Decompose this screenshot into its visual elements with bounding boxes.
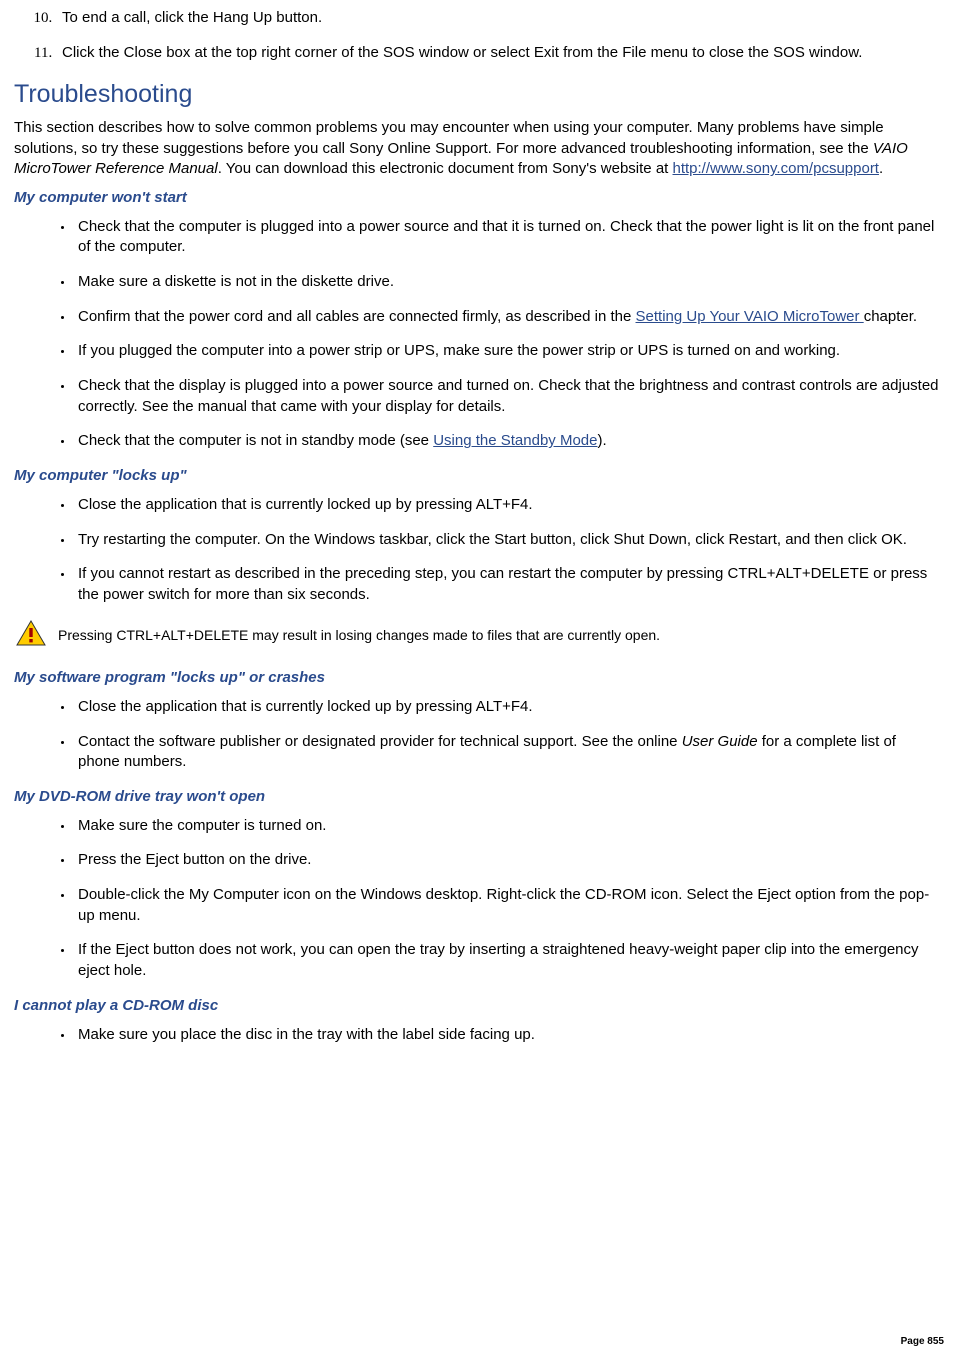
list-item: If you plugged the computer into a power… bbox=[74, 341, 940, 362]
inline-link[interactable]: Setting Up Your VAIO MicroTower bbox=[636, 308, 864, 325]
warning-note: Pressing CTRL+ALT+DELETE may result in l… bbox=[16, 620, 940, 653]
sub-heading: I cannot play a CD-ROM disc bbox=[14, 996, 940, 1017]
list-item-italic: User Guide bbox=[682, 733, 758, 750]
bullet-list: Make sure you place the disc in the tray… bbox=[14, 1025, 940, 1046]
list-item: Double-click the My Computer icon on the… bbox=[74, 885, 940, 926]
list-item-text: Check that the computer is not in standb… bbox=[78, 432, 433, 449]
list-item: Check that the display is plugged into a… bbox=[74, 376, 940, 417]
intro-text-pre: This section describes how to solve comm… bbox=[14, 119, 884, 157]
list-item: Press the Eject button on the drive. bbox=[74, 850, 940, 871]
sub-heading: My software program "locks up" or crashe… bbox=[14, 668, 940, 689]
intro-text-post: . bbox=[879, 160, 883, 177]
list-item: If the Eject button does not work, you c… bbox=[74, 940, 940, 981]
list-item-text: ). bbox=[597, 432, 606, 449]
sub-heading: My computer won't start bbox=[14, 188, 940, 209]
numbered-steps: To end a call, click the Hang Up button.… bbox=[14, 8, 940, 63]
section-heading: Troubleshooting bbox=[14, 77, 940, 112]
bullet-list: Check that the computer is plugged into … bbox=[14, 217, 940, 453]
section-intro: This section describes how to solve comm… bbox=[14, 118, 940, 180]
bullet-list: Close the application that is currently … bbox=[14, 697, 940, 773]
bullet-list: Close the application that is currently … bbox=[14, 495, 940, 606]
troubleshooting-groups: My computer won't start Check that the co… bbox=[14, 188, 940, 1045]
intro-link[interactable]: http://www.sony.com/pcsupport bbox=[673, 160, 879, 177]
list-item: Confirm that the power cord and all cabl… bbox=[74, 307, 940, 328]
list-item-text: Contact the software publisher or design… bbox=[78, 733, 682, 750]
document-page: To end a call, click the Hang Up button.… bbox=[0, 0, 954, 1079]
list-item: Check that the computer is plugged into … bbox=[74, 217, 940, 258]
sub-heading: My DVD-ROM drive tray won't open bbox=[14, 787, 940, 808]
numbered-step: Click the Close box at the top right cor… bbox=[56, 43, 940, 64]
list-item: Close the application that is currently … bbox=[74, 495, 940, 516]
intro-text-mid: . You can download this electronic docum… bbox=[218, 160, 673, 177]
numbered-step: To end a call, click the Hang Up button. bbox=[56, 8, 940, 29]
inline-link[interactable]: Using the Standby Mode bbox=[433, 432, 597, 449]
list-item: Try restarting the computer. On the Wind… bbox=[74, 530, 940, 551]
list-item: Contact the software publisher or design… bbox=[74, 732, 940, 773]
warning-icon bbox=[16, 620, 46, 653]
warning-text: Pressing CTRL+ALT+DELETE may result in l… bbox=[58, 626, 660, 645]
list-item: Make sure a diskette is not in the diske… bbox=[74, 272, 940, 293]
page-number: Page 855 bbox=[901, 1336, 944, 1347]
list-item: Close the application that is currently … bbox=[74, 697, 940, 718]
list-item: If you cannot restart as described in th… bbox=[74, 564, 940, 605]
list-item: Check that the computer is not in standb… bbox=[74, 431, 940, 452]
list-item: Make sure the computer is turned on. bbox=[74, 816, 940, 837]
list-item-text: chapter. bbox=[864, 308, 917, 325]
list-item: Make sure you place the disc in the tray… bbox=[74, 1025, 940, 1046]
bullet-list: Make sure the computer is turned on. Pres… bbox=[14, 816, 940, 982]
sub-heading: My computer "locks up" bbox=[14, 466, 940, 487]
list-item-text: Confirm that the power cord and all cabl… bbox=[78, 308, 636, 325]
